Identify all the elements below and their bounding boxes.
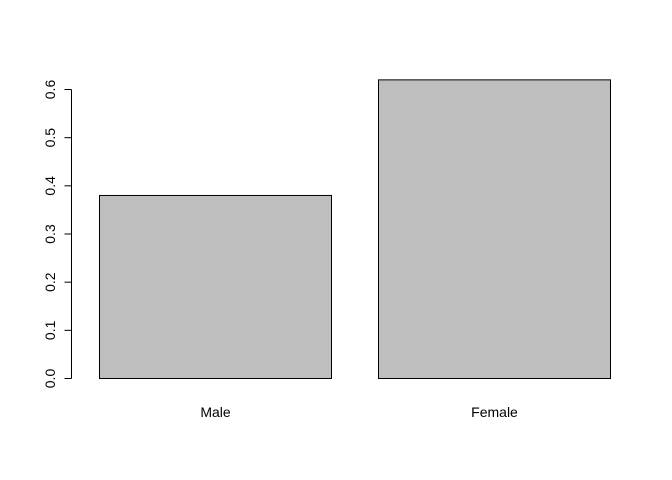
y-tick-label-0: 0.0 xyxy=(42,369,58,389)
y-axis: 0.0 0.1 0.2 0.3 0.4 0.5 0.6 xyxy=(42,80,72,389)
x-axis-labels: Male Female xyxy=(200,404,518,420)
y-tick-label-5: 0.5 xyxy=(42,128,58,148)
y-tick-label-6: 0.6 xyxy=(42,80,58,100)
y-tick-label-1: 0.1 xyxy=(42,320,58,340)
bar-male xyxy=(99,194,332,379)
x-category-label-male: Male xyxy=(200,404,231,420)
y-tick-label-4: 0.4 xyxy=(42,176,58,196)
x-category-label-female: Female xyxy=(471,404,518,420)
bars-layer xyxy=(99,79,611,379)
y-tick-label-3: 0.3 xyxy=(42,224,58,244)
y-tick-label-2: 0.2 xyxy=(42,272,58,292)
bar-female xyxy=(378,79,611,379)
